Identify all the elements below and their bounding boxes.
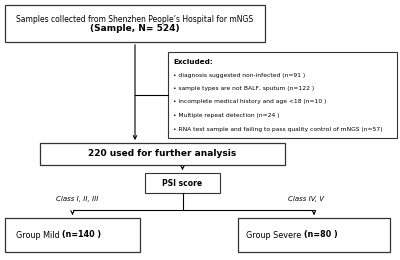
Text: • Multiple repeat detection (n=24 ): • Multiple repeat detection (n=24 ) bbox=[173, 113, 280, 118]
Text: • diagnosis suggested non-infected (n=91 ): • diagnosis suggested non-infected (n=91… bbox=[173, 73, 305, 77]
Text: Class I, II, III: Class I, II, III bbox=[56, 196, 99, 202]
Bar bbox=[5, 218, 140, 252]
Bar bbox=[5, 5, 265, 42]
Text: PSI score: PSI score bbox=[162, 179, 202, 187]
Text: • sample types are not BALF, sputum (n=122 ): • sample types are not BALF, sputum (n=1… bbox=[173, 86, 314, 91]
Text: (Sample, N= 524): (Sample, N= 524) bbox=[90, 24, 180, 33]
Text: • incomplete medical history and age <18 (n=10 ): • incomplete medical history and age <18… bbox=[173, 100, 326, 105]
Text: Group Mild: Group Mild bbox=[16, 231, 62, 239]
Bar bbox=[238, 218, 390, 252]
Text: Class IV, V: Class IV, V bbox=[288, 196, 324, 202]
Text: Group Severe: Group Severe bbox=[246, 231, 304, 239]
Text: (n=140 ): (n=140 ) bbox=[62, 231, 102, 239]
Text: 220 used for further analysis: 220 used for further analysis bbox=[88, 150, 237, 159]
Text: Excluded:: Excluded: bbox=[173, 59, 213, 65]
Text: (n=80 ): (n=80 ) bbox=[304, 231, 338, 239]
Bar bbox=[40, 143, 285, 165]
Text: • RNA test sample and failing to pass quality control of mNGS (n=57): • RNA test sample and failing to pass qu… bbox=[173, 127, 383, 132]
Text: Samples collected from Shenzhen People’s Hospital for mNGS: Samples collected from Shenzhen People’s… bbox=[16, 15, 254, 24]
Bar bbox=[168, 52, 397, 138]
Bar bbox=[145, 173, 220, 193]
